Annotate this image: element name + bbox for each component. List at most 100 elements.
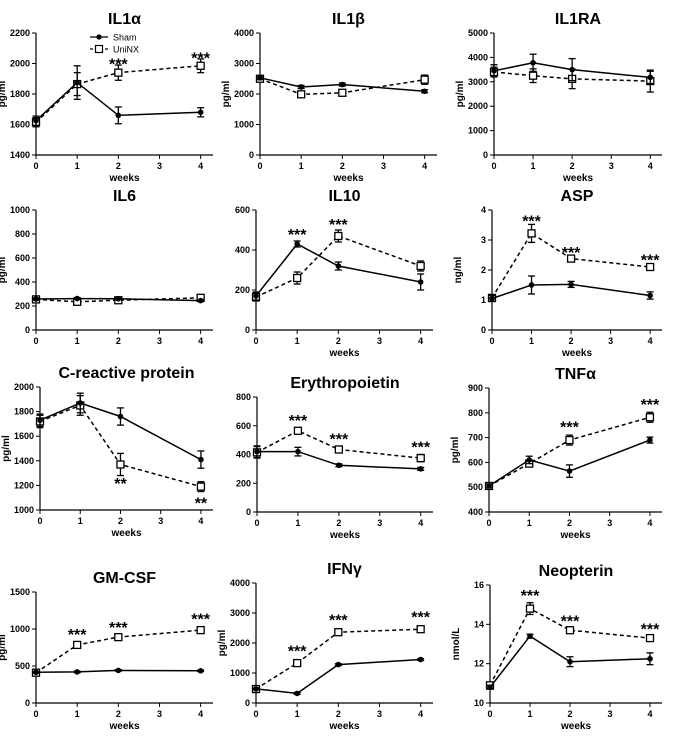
x-tick-label: 3 [377,336,382,346]
y-tick-label: 800 [15,229,30,239]
data-point-sham [298,84,304,90]
series-line-uninx [255,235,421,298]
data-point-sham [37,417,43,424]
y-tick-label: 1600 [10,120,30,130]
data-point-sham [417,466,424,472]
x-axis-label: weeks [328,721,359,732]
y-tick-label: 600 [235,205,250,215]
data-point-uninx [293,658,302,668]
series-line-uninx [493,71,651,82]
y-tick-label: 3000 [230,608,250,618]
x-tick-label: 1 [531,161,536,171]
chart-panel-1: IL1β 0 1000 2000 3000 4000 0 1 2 3 4 weeks pg/ml [221,11,437,184]
data-point-sham [489,295,495,302]
x-tick-label: 3 [157,709,162,719]
y-tick-label: 700 [468,433,483,443]
x-axis-label: weeks [329,530,360,541]
data-point-sham [197,297,204,304]
series-line-uninx [35,629,201,674]
x-tick-label: 2 [116,161,121,171]
significance-marker: *** [641,253,660,270]
y-tick-label: 900 [468,383,483,393]
x-tick-label: 0 [253,336,258,346]
data-point-uninx [416,625,425,634]
y-tick-label: 4000 [230,578,250,588]
data-point-sham [115,296,122,302]
legend-sham-label: Sham [113,33,137,43]
y-tick-label: 600 [236,421,251,431]
y-tick-label: 16 [474,580,484,590]
data-point-sham [117,413,124,420]
y-tick-label: 4000 [468,52,488,62]
x-tick-label: 2 [336,336,341,346]
data-point-sham [77,400,84,406]
y-tick-label: 1000 [230,668,250,678]
x-tick-label: 4 [198,709,203,719]
significance-marker: *** [288,227,307,244]
y-tick-label: 2 [481,265,486,275]
x-tick-label: 4 [648,161,653,171]
x-tick-label: 2 [336,709,341,719]
x-tick-label: 4 [648,336,653,346]
x-tick-label: 3 [609,161,614,171]
x-tick-label: 0 [33,709,38,719]
series-line-uninx [491,232,651,299]
y-tick-label: 1600 [14,431,34,441]
chart-title: TNFα [555,366,596,383]
series-line-uninx [255,628,421,690]
x-axis-label: weeks [108,721,139,732]
data-point-uninx [334,445,344,454]
data-point-sham [568,281,574,288]
data-point-uninx [528,71,538,80]
significance-marker: *** [329,613,348,630]
chart-title: Erythropoietin [290,375,399,392]
data-point-sham [197,668,204,674]
y-tick-label: 0 [246,507,251,517]
chart-title: IL1β [332,11,365,28]
x-axis-label: weeks [110,528,141,539]
x-tick-label: 0 [33,161,38,171]
y-tick-label: 12 [474,659,484,669]
significance-marker: *** [330,432,349,449]
significance-marker: *** [329,217,348,234]
x-tick-label: 1 [299,161,304,171]
y-tick-label: 1000 [10,205,30,215]
data-point-sham [33,117,39,124]
y-tick-label: 2000 [230,638,250,648]
data-point-sham [253,686,259,692]
y-tick-label: 3 [481,235,486,245]
legend-sham-marker [96,34,102,40]
y-tick-label: 0 [25,325,30,335]
series-line-uninx [256,429,421,459]
y-tick-label: 1800 [14,407,34,417]
significance-marker: *** [109,57,128,74]
y-tick-label: 0 [245,698,250,708]
data-point-uninx [293,426,303,435]
y-tick-label: 2000 [10,59,30,69]
y-tick-label: 5000 [468,28,488,38]
data-point-sham [567,658,573,665]
data-point-uninx [645,633,655,643]
series-line-sham [259,77,425,93]
x-tick-label: 4 [418,518,423,528]
data-point-sham [257,75,263,81]
y-axis-label: ng/ml [453,256,464,283]
data-point-uninx [645,413,655,422]
x-axis-label: weeks [559,530,590,541]
data-point-uninx [565,435,574,445]
x-tick-label: 1 [527,518,532,528]
data-point-sham [335,263,342,269]
chart-panel-8: TNFα 400 500 600 700 800 900 0 1 2 3 4 weeks pg/ml ***… [450,366,662,541]
significance-marker: *** [641,397,660,414]
x-axis-label: weeks [332,173,363,184]
y-tick-label: 3000 [468,77,488,87]
significance-marker: *** [289,413,308,430]
x-tick-label: 1 [75,709,80,719]
significance-marker: ** [114,476,127,493]
x-tick-label: 4 [422,161,427,171]
significance-marker: *** [191,50,210,67]
data-point-sham [294,690,300,697]
data-point-sham [647,74,654,81]
x-axis-label: weeks [561,348,592,359]
x-tick-label: 2 [567,518,572,528]
